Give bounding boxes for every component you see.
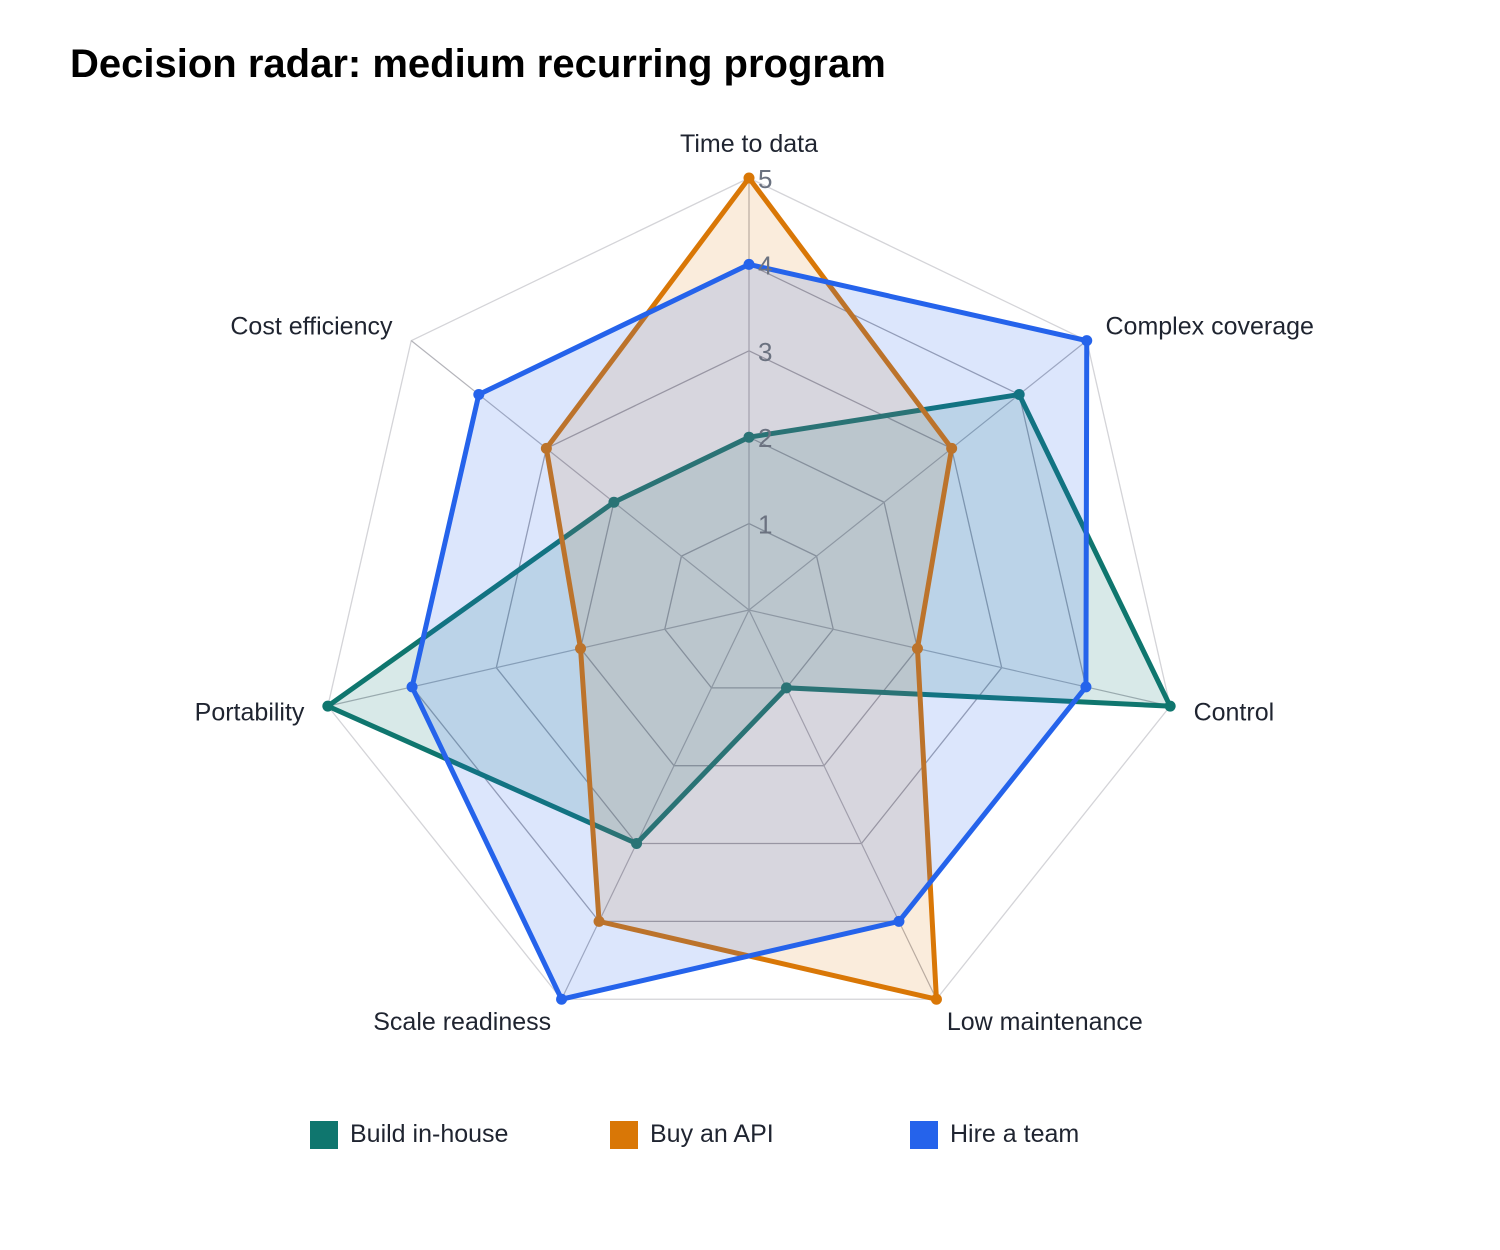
data-point-hire-a-team-portability <box>406 681 418 693</box>
legend-label: Build in-house <box>350 1120 509 1148</box>
grid-spoke-complex-coverage <box>748 340 1088 611</box>
data-point-build-in-house-scale-readiness <box>631 838 643 850</box>
data-point-hire-a-team-complex-coverage <box>1081 335 1093 347</box>
grid-spoke-control <box>748 609 1171 707</box>
r-tick-label-2: 2 <box>758 423 772 453</box>
chart-title: Decision radar: medium recurring program <box>70 42 886 86</box>
axis-label-cost-efficiency: Cost efficiency <box>230 313 393 341</box>
series-area-buy-an-api <box>543 173 955 1003</box>
legend-swatch <box>310 1120 338 1149</box>
series-area-build-in-house <box>322 391 1175 847</box>
data-point-build-in-house-portability <box>322 700 334 712</box>
grid-ring-5 <box>327 177 1171 1000</box>
r-tick-label-1: 1 <box>758 510 772 540</box>
grid-spoke-cost-efficiency <box>410 340 750 611</box>
series-build-in-house <box>322 389 1176 850</box>
radar-grid <box>327 177 1171 1000</box>
legend-swatch <box>610 1120 638 1149</box>
legend-swatch <box>910 1120 938 1149</box>
series-hire-a-team <box>406 258 1093 1005</box>
data-point-buy-an-api-low-maintenance <box>930 993 942 1005</box>
series-buy-an-api <box>540 172 958 1005</box>
data-point-buy-an-api-control <box>911 642 923 654</box>
data-point-buy-an-api-time-to-data <box>743 172 755 184</box>
data-point-buy-an-api-complex-coverage <box>946 442 958 454</box>
axis-labels: Time to data Complex coverage Control Low m… <box>195 130 1314 1036</box>
series-area-hire-a-team <box>409 261 1090 1003</box>
legend: Build in-house Buy an API Hire a team <box>0 1120 1500 1160</box>
radar-series <box>322 172 1176 1005</box>
axis-label-time-to-data: Time to data <box>680 130 818 158</box>
data-point-build-in-house-complex-coverage <box>1013 389 1025 401</box>
axis-label-control: Control <box>1194 698 1275 726</box>
data-point-build-in-house-cost-efficiency <box>608 496 620 508</box>
axis-label-low-maintenance: Low maintenance <box>947 1008 1143 1036</box>
legend-label: Buy an API <box>650 1120 774 1148</box>
legend-item-buy-an-api[interactable]: Buy an API <box>610 1120 774 1149</box>
axis-label-scale-readiness: Scale readiness <box>373 1008 551 1036</box>
axis-label-complex-coverage: Complex coverage <box>1106 313 1314 341</box>
data-point-build-in-house-time-to-data <box>743 431 755 443</box>
data-point-buy-an-api-scale-readiness <box>593 915 605 927</box>
grid-ring-1 <box>664 522 834 689</box>
data-point-hire-a-team-low-maintenance <box>893 915 905 927</box>
grid-spoke-scale-readiness <box>561 609 750 1000</box>
legend-label: Hire a team <box>950 1120 1080 1148</box>
grid-spoke-portability <box>327 609 750 707</box>
radial-tick-labels: 1 2 3 4 5 <box>758 164 772 540</box>
data-point-buy-an-api-cost-efficiency <box>540 442 552 454</box>
grid-spoke-low-maintenance <box>748 609 937 1000</box>
data-point-hire-a-team-control <box>1080 681 1092 693</box>
legend-item-hire-a-team[interactable]: Hire a team <box>910 1120 1079 1149</box>
radar-chart: 1 2 3 4 5 Time to data Complex coverage Contro… <box>195 130 1314 1036</box>
grid-ring-3 <box>495 350 1003 845</box>
data-point-build-in-house-control <box>1164 700 1176 712</box>
legend-item-build-in-house[interactable]: Build in-house <box>310 1120 508 1149</box>
grid-ring-2 <box>579 436 919 767</box>
axis-label-portability: Portability <box>195 698 305 726</box>
data-point-build-in-house-low-maintenance <box>780 682 792 694</box>
data-point-hire-a-team-scale-readiness <box>556 993 568 1005</box>
r-tick-label-4: 4 <box>758 250 772 280</box>
data-point-hire-a-team-cost-efficiency <box>473 389 485 401</box>
r-tick-label-3: 3 <box>758 337 772 367</box>
data-point-hire-a-team-time-to-data <box>743 258 755 270</box>
data-point-buy-an-api-portability <box>575 642 587 654</box>
r-tick-label-5: 5 <box>758 164 772 194</box>
